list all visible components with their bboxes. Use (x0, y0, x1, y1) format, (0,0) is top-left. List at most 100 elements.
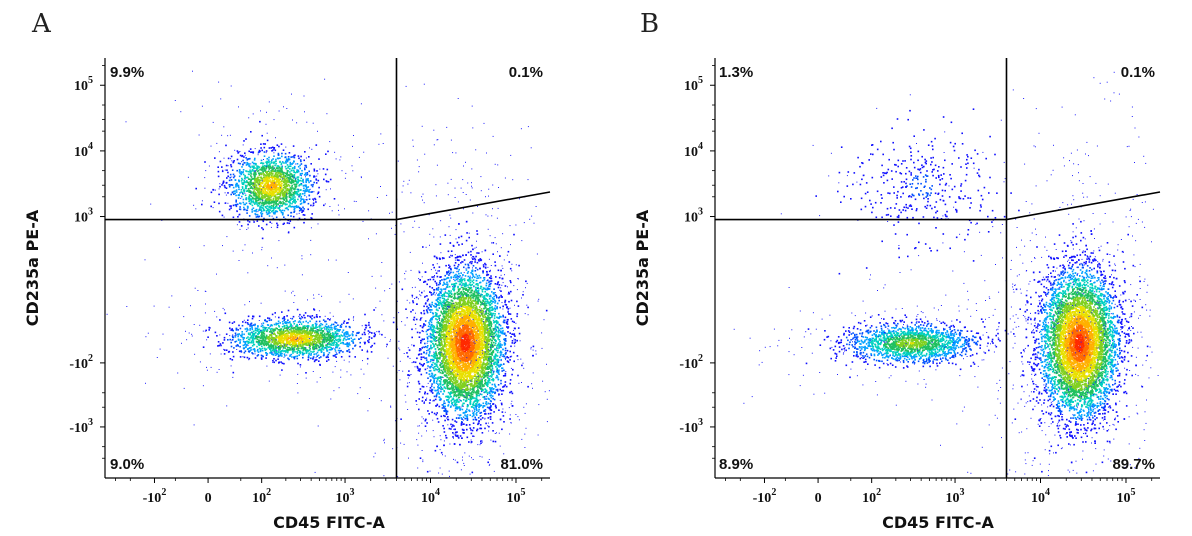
event-dot (240, 180, 243, 182)
event-dot (260, 169, 262, 171)
event-dot (242, 336, 244, 339)
event-dot (274, 200, 276, 202)
event-dot (269, 348, 272, 351)
event-dot (313, 308, 315, 310)
event-dot (260, 354, 263, 357)
event-dot (245, 337, 248, 339)
event-dot (248, 196, 251, 199)
event-dot (298, 330, 301, 332)
event-dot (270, 346, 273, 349)
event-dot (328, 342, 330, 344)
event-dot (294, 329, 296, 332)
event-dot (277, 347, 280, 350)
event-dot (254, 202, 257, 204)
event-dot (308, 342, 311, 345)
event-dot (273, 162, 275, 165)
event-dot (230, 205, 232, 207)
event-dot (244, 152, 246, 154)
event-dot (284, 203, 286, 205)
event-dot (288, 165, 291, 168)
event-dot (263, 155, 266, 157)
event-dot (235, 201, 237, 203)
event-dot (325, 334, 327, 336)
event-dot (351, 334, 354, 337)
event-dot (271, 332, 273, 334)
event-dot (300, 337, 303, 340)
event-dot (239, 341, 241, 343)
event-dot (280, 333, 282, 336)
event-dot (266, 209, 269, 212)
event-dot (270, 343, 272, 345)
event-dot (251, 324, 253, 327)
event-dot (276, 196, 279, 198)
event-dot (287, 327, 289, 329)
event-dot (264, 196, 266, 198)
event-dot (326, 337, 329, 340)
event-dot (252, 315, 255, 318)
event-dot (288, 201, 291, 203)
event-dot (324, 325, 327, 327)
event-dot (270, 187, 272, 189)
event-dot (230, 341, 232, 344)
event-dot (252, 198, 255, 200)
event-dot (296, 308, 299, 311)
event-dot (261, 345, 263, 348)
event-dot (335, 339, 338, 342)
event-dot (251, 338, 254, 340)
event-dot (242, 173, 245, 176)
event-dot (264, 328, 266, 330)
event-dot (276, 165, 278, 167)
event-dot (250, 335, 253, 338)
event-dot (282, 323, 284, 325)
event-dot (356, 332, 358, 334)
event-dot (244, 341, 247, 344)
event-dot (271, 159, 273, 161)
event-dot (270, 347, 273, 350)
event-dot (248, 339, 251, 341)
event-dot (252, 335, 255, 338)
event-dot (292, 325, 294, 327)
event-dot (354, 345, 356, 347)
event-dot (216, 335, 218, 337)
event-dot (241, 191, 244, 194)
event-dot (289, 321, 291, 323)
event-dot (240, 189, 243, 191)
event-dot (253, 170, 255, 172)
event-dot (257, 328, 260, 331)
event-dot (292, 330, 294, 333)
event-dot (249, 190, 251, 193)
event-dot (293, 346, 296, 349)
event-dot (443, 288, 445, 290)
event-dot (263, 342, 266, 344)
event-dot (260, 210, 263, 213)
event-dot (289, 341, 292, 344)
event-dot (326, 344, 328, 346)
event-dot (323, 326, 325, 329)
event-dot (245, 186, 247, 188)
event-dot (283, 222, 285, 225)
event-dot (257, 326, 259, 328)
event-dot (223, 157, 225, 159)
event-dot (316, 336, 318, 339)
event-dot (290, 346, 293, 348)
event-dot (282, 213, 284, 216)
event-dot (278, 330, 281, 333)
event-dot (262, 186, 264, 188)
event-dot (245, 346, 247, 348)
event-dot (145, 336, 147, 338)
event-dot (297, 392, 299, 394)
event-dot (227, 165, 229, 167)
event-dot (271, 257, 272, 259)
event-dot (266, 337, 269, 340)
event-dot (298, 315, 300, 317)
event-dot (269, 186, 272, 188)
event-dot (271, 337, 273, 340)
event-dot (313, 191, 315, 193)
event-dot (283, 337, 285, 340)
event-dot (287, 180, 289, 182)
event-dot (230, 164, 232, 166)
event-dot (426, 329, 429, 331)
event-dot (254, 170, 256, 172)
event-dot (285, 158, 288, 160)
event-dot (335, 334, 337, 336)
